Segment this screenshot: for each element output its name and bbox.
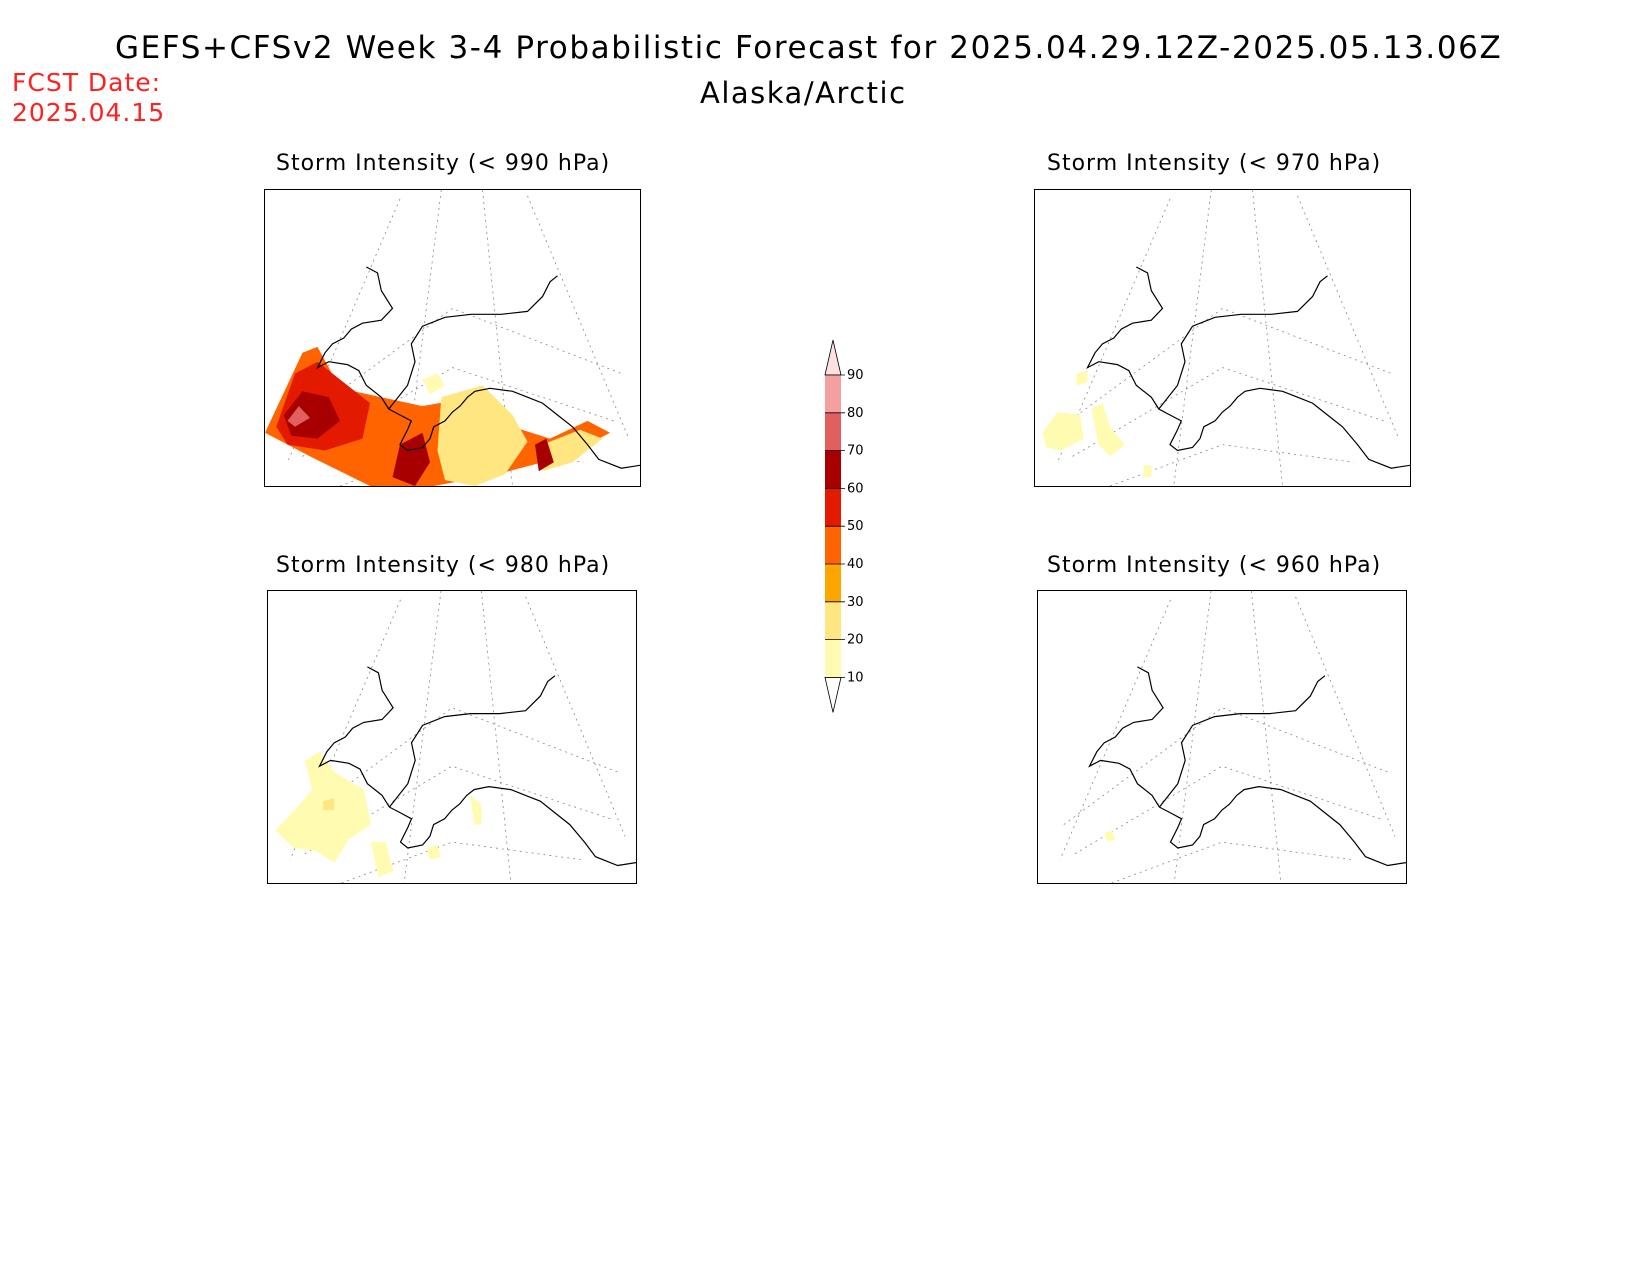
probability-area bbox=[535, 438, 554, 472]
map-svg bbox=[265, 190, 640, 486]
probability-area bbox=[265, 346, 610, 486]
colorbar-top-arrow bbox=[824, 339, 842, 376]
probability-area bbox=[1076, 370, 1088, 386]
map-panel-970 bbox=[1034, 189, 1411, 487]
panel-title-980: Storm Intensity (< 980 hPa) bbox=[276, 553, 611, 578]
colorbar-segment bbox=[825, 488, 841, 527]
colorbar-label: 90 bbox=[847, 368, 864, 383]
coastline bbox=[1158, 675, 1326, 808]
coastline bbox=[318, 666, 636, 867]
colorbar-segment bbox=[825, 526, 841, 564]
probability-colorbar: 10 20 30 40 50 60 70 80 90 bbox=[824, 339, 864, 713]
colorbar-label: 50 bbox=[847, 519, 864, 534]
colorbar-segment bbox=[825, 601, 841, 640]
forecast-date: FCST Date: 2025.04.15 bbox=[12, 68, 165, 128]
map-panel-960 bbox=[1037, 590, 1407, 884]
colorbar-label: 80 bbox=[847, 406, 864, 421]
main-title: GEFS+CFSv2 Week 3-4 Probabilistic Foreca… bbox=[115, 30, 1503, 66]
map-svg bbox=[1059, 591, 1406, 883]
colorbar-label: 40 bbox=[847, 557, 864, 572]
probability-area bbox=[283, 391, 340, 439]
probability-area bbox=[422, 373, 445, 395]
coastline bbox=[1158, 275, 1328, 410]
probability-area bbox=[1143, 465, 1152, 478]
probability-area bbox=[1104, 830, 1116, 843]
graticule bbox=[1059, 591, 1396, 883]
coastline bbox=[1086, 266, 1410, 469]
probability-area bbox=[287, 406, 310, 427]
map-svg bbox=[275, 591, 636, 883]
colorbar-bottom-arrow bbox=[824, 677, 842, 713]
colorbar-label: 60 bbox=[847, 481, 864, 496]
probability-area bbox=[426, 845, 441, 860]
coastline bbox=[1088, 666, 1406, 867]
probability-area bbox=[371, 842, 394, 878]
colorbar-label: 10 bbox=[847, 670, 864, 685]
coastline bbox=[388, 675, 556, 808]
probability-area bbox=[542, 429, 603, 472]
probability-area bbox=[437, 385, 528, 486]
colorbar-label: 20 bbox=[847, 633, 864, 648]
graticule bbox=[1057, 190, 1400, 486]
colorbar-label: 70 bbox=[847, 444, 864, 459]
panel-title-970: Storm Intensity (< 970 hPa) bbox=[1047, 151, 1382, 176]
region-subtitle: Alaska/Arctic bbox=[700, 76, 907, 110]
probability-area bbox=[275, 751, 371, 863]
probability-area bbox=[1091, 403, 1125, 457]
colorbar-segment bbox=[825, 412, 841, 451]
probability-area bbox=[1042, 412, 1084, 451]
map-panel-990 bbox=[264, 189, 641, 487]
map-panel-980 bbox=[267, 590, 637, 884]
coastline bbox=[316, 266, 640, 469]
coastline bbox=[388, 275, 558, 410]
probability-area bbox=[470, 795, 482, 825]
colorbar-label: 30 bbox=[847, 595, 864, 610]
colorbar-segment bbox=[825, 375, 841, 413]
forecast-date-label: FCST Date: bbox=[12, 68, 162, 97]
colorbar-segment bbox=[825, 564, 841, 602]
panel-title-990: Storm Intensity (< 990 hPa) bbox=[276, 151, 611, 176]
colorbar-segment bbox=[825, 450, 841, 489]
colorbar-segment bbox=[825, 639, 841, 678]
forecast-date-value: 2025.04.15 bbox=[12, 98, 166, 127]
map-svg bbox=[1042, 190, 1410, 486]
probability-area bbox=[323, 798, 335, 810]
panel-title-960: Storm Intensity (< 960 hPa) bbox=[1047, 553, 1382, 578]
